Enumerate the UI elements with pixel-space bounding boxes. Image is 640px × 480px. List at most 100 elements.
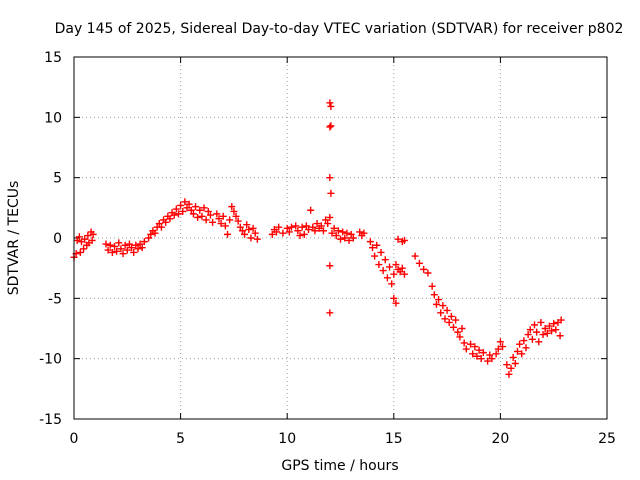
x-tick-labels: 0 5 10 15 20 25: [70, 431, 616, 447]
data-point: [300, 230, 308, 238]
data-point: [327, 189, 335, 197]
data-point: [475, 346, 483, 354]
data-point: [522, 344, 530, 352]
data-point: [373, 241, 381, 249]
data-point: [326, 99, 334, 107]
data-point: [253, 235, 261, 243]
data-point: [88, 236, 96, 244]
data-point: [537, 318, 545, 326]
y-axis-label: SDTVAR / TECUs: [6, 181, 22, 296]
data-point: [360, 229, 368, 237]
data-point: [430, 291, 438, 299]
data-point: [247, 234, 255, 242]
data-point: [238, 227, 246, 235]
data-point: [209, 218, 217, 226]
data-point: [241, 230, 249, 238]
data-point: [467, 340, 475, 348]
data-point: [507, 364, 515, 372]
data-point: [151, 229, 159, 237]
y-tick-label: 15: [44, 50, 62, 66]
data-point: [503, 361, 511, 369]
data-point: [452, 316, 460, 324]
data-point: [518, 350, 526, 358]
data-point: [185, 200, 193, 208]
data-point: [81, 235, 89, 243]
data-point: [108, 248, 116, 256]
data-point: [398, 264, 406, 272]
data-point: [138, 244, 146, 252]
data-point: [145, 234, 153, 242]
data-point: [234, 217, 242, 225]
data-point: [204, 207, 212, 215]
data-point: [557, 316, 565, 324]
data-point: [543, 329, 551, 337]
data-point: [516, 340, 524, 348]
data-point: [326, 174, 334, 182]
data-point: [243, 221, 251, 229]
data-point: [424, 269, 432, 277]
data-point: [326, 123, 334, 131]
data-point: [219, 212, 227, 220]
data-point: [439, 302, 447, 310]
data-point: [479, 349, 487, 357]
data-point: [302, 222, 310, 230]
data-point: [75, 233, 83, 241]
data-point: [287, 223, 295, 231]
data-point: [228, 203, 236, 211]
data-point: [84, 232, 92, 240]
data-point: [170, 211, 178, 219]
data-point: [545, 322, 553, 330]
data-point: [285, 228, 293, 236]
data-point: [196, 206, 204, 214]
data-point: [511, 359, 519, 367]
data-point: [539, 331, 547, 339]
data-point: [552, 326, 560, 334]
data-point: [125, 240, 133, 248]
data-point: [177, 201, 185, 209]
data-point: [268, 230, 276, 238]
data-point: [368, 244, 376, 252]
data-point: [526, 326, 534, 334]
data-point: [213, 210, 221, 218]
data-point: [524, 331, 532, 339]
data-point: [486, 351, 494, 359]
data-point: [347, 230, 355, 238]
data-point: [349, 234, 357, 242]
data-point: [509, 353, 517, 361]
data-point: [339, 228, 347, 236]
data-point: [375, 261, 383, 269]
data-point: [535, 338, 543, 346]
data-point: [174, 210, 182, 218]
data-point: [319, 227, 327, 235]
data-point: [136, 240, 144, 248]
data-point: [121, 241, 129, 249]
data-point: [334, 227, 342, 235]
data-point: [469, 350, 477, 358]
data-point: [89, 230, 97, 238]
data-point: [232, 212, 240, 220]
data-point: [392, 261, 400, 269]
data-point: [327, 122, 335, 130]
data-point: [224, 230, 232, 238]
data-point: [383, 274, 391, 282]
data-point: [251, 229, 259, 237]
data-point: [435, 296, 443, 304]
data-point: [187, 206, 195, 214]
data-point: [155, 220, 163, 228]
data-point: [273, 228, 281, 236]
data-point: [311, 227, 319, 235]
data-point: [189, 210, 197, 218]
x-tick-label: 20: [491, 431, 509, 447]
data-point: [115, 239, 123, 247]
data-point: [505, 370, 513, 378]
data-point: [437, 309, 445, 317]
data-point: [217, 220, 225, 228]
data-point: [386, 263, 394, 271]
data-point: [528, 335, 536, 343]
data-point: [119, 250, 127, 258]
x-tick-label: 25: [598, 431, 616, 447]
data-point: [298, 223, 306, 231]
x-axis-label: GPS time / hours: [281, 458, 398, 474]
data-point: [147, 230, 155, 238]
